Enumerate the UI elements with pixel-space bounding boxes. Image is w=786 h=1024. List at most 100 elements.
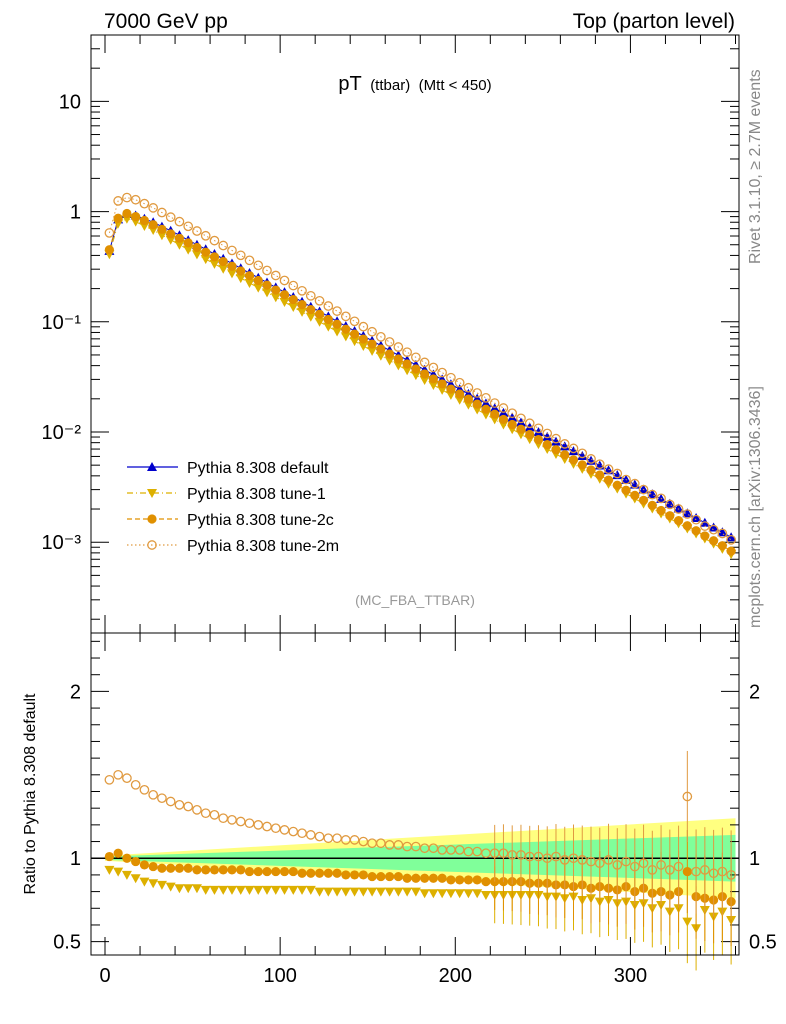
ratio-point-tune2c: [157, 863, 167, 873]
ratio-point-tune2c: [262, 866, 272, 877]
point-default: [682, 508, 693, 518]
point-tune2c: [358, 334, 368, 344]
ratio-point-tune1: [174, 884, 185, 894]
ratio-point-tune1: [262, 885, 273, 895]
point-tune2c: [297, 300, 307, 310]
point-tune2m: [235, 250, 246, 261]
point-tune2c: [131, 212, 141, 222]
legend-marker-tune2c: [147, 514, 157, 524]
point-tune2c: [551, 445, 561, 455]
point-tune2m: [437, 367, 447, 378]
point-tune2m: [122, 192, 132, 203]
ratio-point-tune2c: [131, 856, 141, 867]
point-tune2c: [420, 369, 430, 379]
ratio-ylabel: Ratio to Pythia 8.308 default: [22, 693, 39, 895]
ratio-point-tune1: [305, 885, 316, 895]
legend-entry-default: Pythia 8.308 default: [127, 460, 329, 477]
point-tune1: [437, 385, 448, 395]
point-tune2c: [516, 424, 526, 434]
legend-label: Pythia 8.308 tune-1: [187, 486, 326, 503]
ratio-point-tune2m: [270, 823, 281, 834]
point-tune2c: [288, 294, 298, 305]
point-tune1: [323, 322, 334, 332]
ratio-point-tune2m: [253, 820, 264, 830]
point-tune2m: [664, 499, 675, 510]
series-line-tune1: [108, 218, 732, 555]
point-tune2m: [481, 393, 491, 403]
ratio-point-tune2c: [463, 875, 474, 885]
header-right: Top (parton level): [573, 10, 735, 33]
point-tune2c: [560, 450, 570, 460]
point-tune2m: [489, 398, 500, 408]
ratio-point-tune2c: [297, 868, 307, 878]
point-tune1: [191, 250, 202, 260]
ratio-point-tune2c: [323, 868, 333, 878]
point-tune1: [410, 371, 421, 381]
ratio-point-tune2c: [481, 876, 491, 887]
point-tune2m: [621, 474, 631, 485]
point-tune2m: [157, 207, 167, 218]
point-tune2m: [612, 468, 623, 479]
ratio-point-tune1: [139, 877, 150, 887]
ratio-point-tune2c: [174, 863, 185, 873]
point-tune2m: [375, 331, 386, 342]
point-tune2c: [104, 245, 114, 255]
ratio-point-tune1: [454, 889, 465, 899]
ratio-point-tune2m: [157, 793, 167, 804]
point-tune1: [340, 332, 351, 342]
point-tune2m: [393, 342, 404, 352]
side-label-mcplots: mcplots.cern.ch [arXiv:1306.3436]: [747, 386, 764, 628]
point-tune2m: [227, 245, 237, 256]
ratio-point-tune2c: [446, 875, 456, 885]
point-tune2m: [542, 428, 553, 439]
ratio-point-tune2m: [139, 784, 150, 795]
ratio-point-tune2m: [699, 865, 710, 875]
point-default: [577, 450, 588, 460]
ratio-point-tune2c: [420, 873, 430, 883]
y-tick-label: 10: [59, 91, 81, 113]
point-tune2m: [104, 228, 115, 238]
y-tick-label: 1: [70, 202, 81, 224]
ratio-bands-layer: [91, 818, 739, 899]
ratio-point-tune1: [156, 880, 167, 890]
ratio-point-tune2m: [244, 818, 255, 829]
ratio-point-tune2c: [455, 875, 465, 885]
point-tune1: [445, 390, 456, 400]
point-tune2m: [629, 478, 640, 489]
x-tick-label: 300: [614, 965, 647, 987]
point-tune2m: [305, 290, 316, 301]
ratio-point-tune2m: [358, 836, 369, 847]
point-tune2c: [428, 374, 438, 384]
ratio-point-tune2m: [174, 799, 185, 810]
ratio-point-tune2m: [472, 846, 483, 857]
ratio-point-tune1: [130, 874, 141, 884]
ratio-point-tune2c: [437, 873, 447, 883]
point-tune2m: [270, 270, 281, 281]
point-tune2c: [691, 526, 701, 536]
ratio-point-tune2c: [227, 865, 237, 875]
point-tune2m: [691, 514, 701, 525]
ratio-point-tune2m: [130, 779, 141, 790]
point-tune2m: [594, 459, 605, 470]
point-tune2c: [603, 475, 614, 485]
point-tune1: [209, 259, 220, 269]
point-tune2c: [656, 505, 666, 516]
point-default: [638, 484, 649, 494]
y-tick-label: 10⁻³: [42, 532, 82, 554]
point-tune2c: [665, 511, 675, 521]
point-tune2m: [314, 295, 325, 306]
ratio-point-tune2m: [314, 831, 325, 842]
point-tune2m: [726, 535, 736, 545]
point-default: [568, 446, 579, 456]
point-tune1: [419, 376, 430, 386]
ratio-y-tick-label-right: 2: [749, 681, 760, 703]
point-tune2c: [201, 247, 211, 257]
point-default: [550, 436, 561, 446]
y-tick-label: 10⁻¹: [42, 312, 82, 334]
point-tune2m: [524, 418, 535, 429]
point-default: [726, 532, 737, 542]
point-default: [708, 522, 719, 532]
point-tune2c: [341, 324, 351, 334]
point-tune1: [200, 255, 211, 265]
ratio-point-tune2m: [235, 816, 246, 827]
